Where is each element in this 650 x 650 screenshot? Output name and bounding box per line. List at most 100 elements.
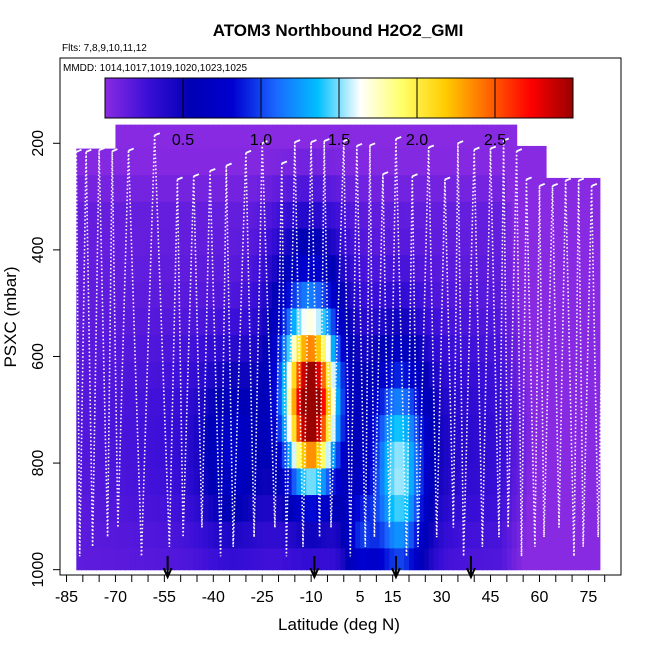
heatmap-cell — [125, 441, 131, 470]
heatmap-cell — [213, 521, 219, 549]
heatmap-cell — [438, 308, 444, 336]
heatmap-cell — [477, 308, 483, 336]
heatmap-cell — [511, 548, 518, 571]
heatmap-cell — [232, 361, 239, 390]
heatmap-cell — [208, 281, 214, 310]
heatmap-cell — [169, 255, 175, 283]
heatmap-cell — [198, 228, 205, 256]
heatmap-cell — [144, 441, 151, 470]
heatmap-cell — [350, 388, 356, 416]
heatmap-cell — [183, 201, 190, 230]
colorbar-tick-label: 0.5 — [172, 132, 194, 149]
heatmap-cell — [536, 468, 542, 496]
heatmap-cell — [218, 281, 224, 310]
heatmap-cell — [330, 175, 337, 203]
heatmap-cell — [335, 521, 342, 549]
heatmap-cell — [237, 148, 244, 176]
heatmap-cell — [188, 148, 195, 176]
heatmap-cell — [404, 228, 410, 256]
heatmap-cell — [311, 441, 317, 470]
heatmap-cell — [501, 415, 508, 443]
heatmap-cell — [213, 148, 219, 176]
heatmap-cell — [291, 148, 298, 176]
heatmap-cell — [364, 201, 371, 230]
heatmap-cell — [379, 388, 386, 416]
heatmap-cell — [139, 175, 146, 203]
heatmap-cell — [511, 124, 518, 150]
heatmap-cell — [130, 441, 136, 470]
heatmap-cell — [86, 468, 92, 496]
heatmap-cell — [541, 175, 547, 203]
heatmap-cell — [511, 281, 518, 310]
heatmap-cell — [364, 415, 371, 443]
heatmap-cell — [340, 281, 346, 310]
heatmap-cell — [541, 361, 547, 390]
heatmap-cell — [550, 495, 557, 523]
heatmap-cell — [404, 495, 410, 523]
heatmap-cell — [394, 495, 400, 523]
heatmap-cell — [188, 175, 195, 203]
heatmap-cell — [276, 521, 283, 549]
heatmap-cell — [159, 415, 165, 443]
heatmap-cell — [497, 148, 503, 176]
heatmap-cell — [536, 148, 542, 176]
heatmap-cell — [208, 495, 214, 523]
colorbar-tick-label: 1.5 — [328, 132, 350, 149]
heatmap-cell — [188, 521, 195, 549]
heatmap-cell — [531, 308, 537, 336]
heatmap-cell — [242, 175, 249, 203]
heatmap-cell — [521, 468, 528, 496]
heatmap-cell — [550, 521, 557, 549]
heatmap-cell — [541, 415, 547, 443]
heatmap-cell — [492, 228, 498, 256]
heatmap-cell — [296, 255, 302, 283]
heatmap-cell — [384, 335, 391, 363]
heatmap-cell — [115, 548, 121, 571]
heatmap-cell — [575, 495, 581, 523]
heatmap-cell — [247, 335, 254, 363]
heatmap-cell — [364, 255, 371, 283]
heatmap-cell — [379, 124, 386, 150]
heatmap-cell — [291, 335, 298, 363]
heatmap-cell — [350, 281, 356, 310]
heatmap-cell — [252, 495, 258, 523]
heatmap-cell — [179, 361, 185, 390]
heatmap-cell — [521, 228, 528, 256]
heatmap-cell — [389, 468, 395, 496]
heatmap-cell — [399, 548, 405, 571]
heatmap-cell — [232, 335, 239, 363]
heatmap-cell — [364, 441, 371, 470]
heatmap-cell — [218, 124, 224, 150]
heatmap-cell — [188, 201, 195, 230]
heatmap-cell — [443, 415, 449, 443]
heatmap-cell — [462, 335, 469, 363]
heatmap-cell — [355, 388, 361, 416]
heatmap-cell — [399, 148, 405, 176]
heatmap-cell — [423, 361, 430, 390]
heatmap-cell — [555, 201, 562, 230]
heatmap-cell — [472, 228, 479, 256]
heatmap-cell — [95, 228, 102, 256]
heatmap-cell — [183, 441, 190, 470]
heatmap-cell — [355, 148, 361, 176]
heatmap-cell — [208, 415, 214, 443]
heatmap-cell — [590, 281, 596, 310]
heatmap-cell — [291, 415, 298, 443]
heatmap-cell — [453, 335, 459, 363]
heatmap-cell — [560, 415, 567, 443]
heatmap-cell — [179, 175, 185, 203]
heatmap-cell — [335, 201, 342, 230]
heatmap-cell — [174, 124, 180, 150]
heatmap-cell — [296, 148, 302, 176]
heatmap-cell — [311, 281, 317, 310]
heatmap-cell — [247, 281, 254, 310]
heatmap-cell — [364, 495, 371, 523]
heatmap-cell — [501, 521, 508, 549]
heatmap-cell — [95, 308, 102, 336]
heatmap-cell — [208, 361, 214, 390]
heatmap-cell — [257, 415, 263, 443]
heatmap-cell — [399, 468, 405, 496]
heatmap-cell — [541, 145, 547, 150]
heatmap-cell — [594, 521, 601, 549]
heatmap-cell — [237, 495, 244, 523]
